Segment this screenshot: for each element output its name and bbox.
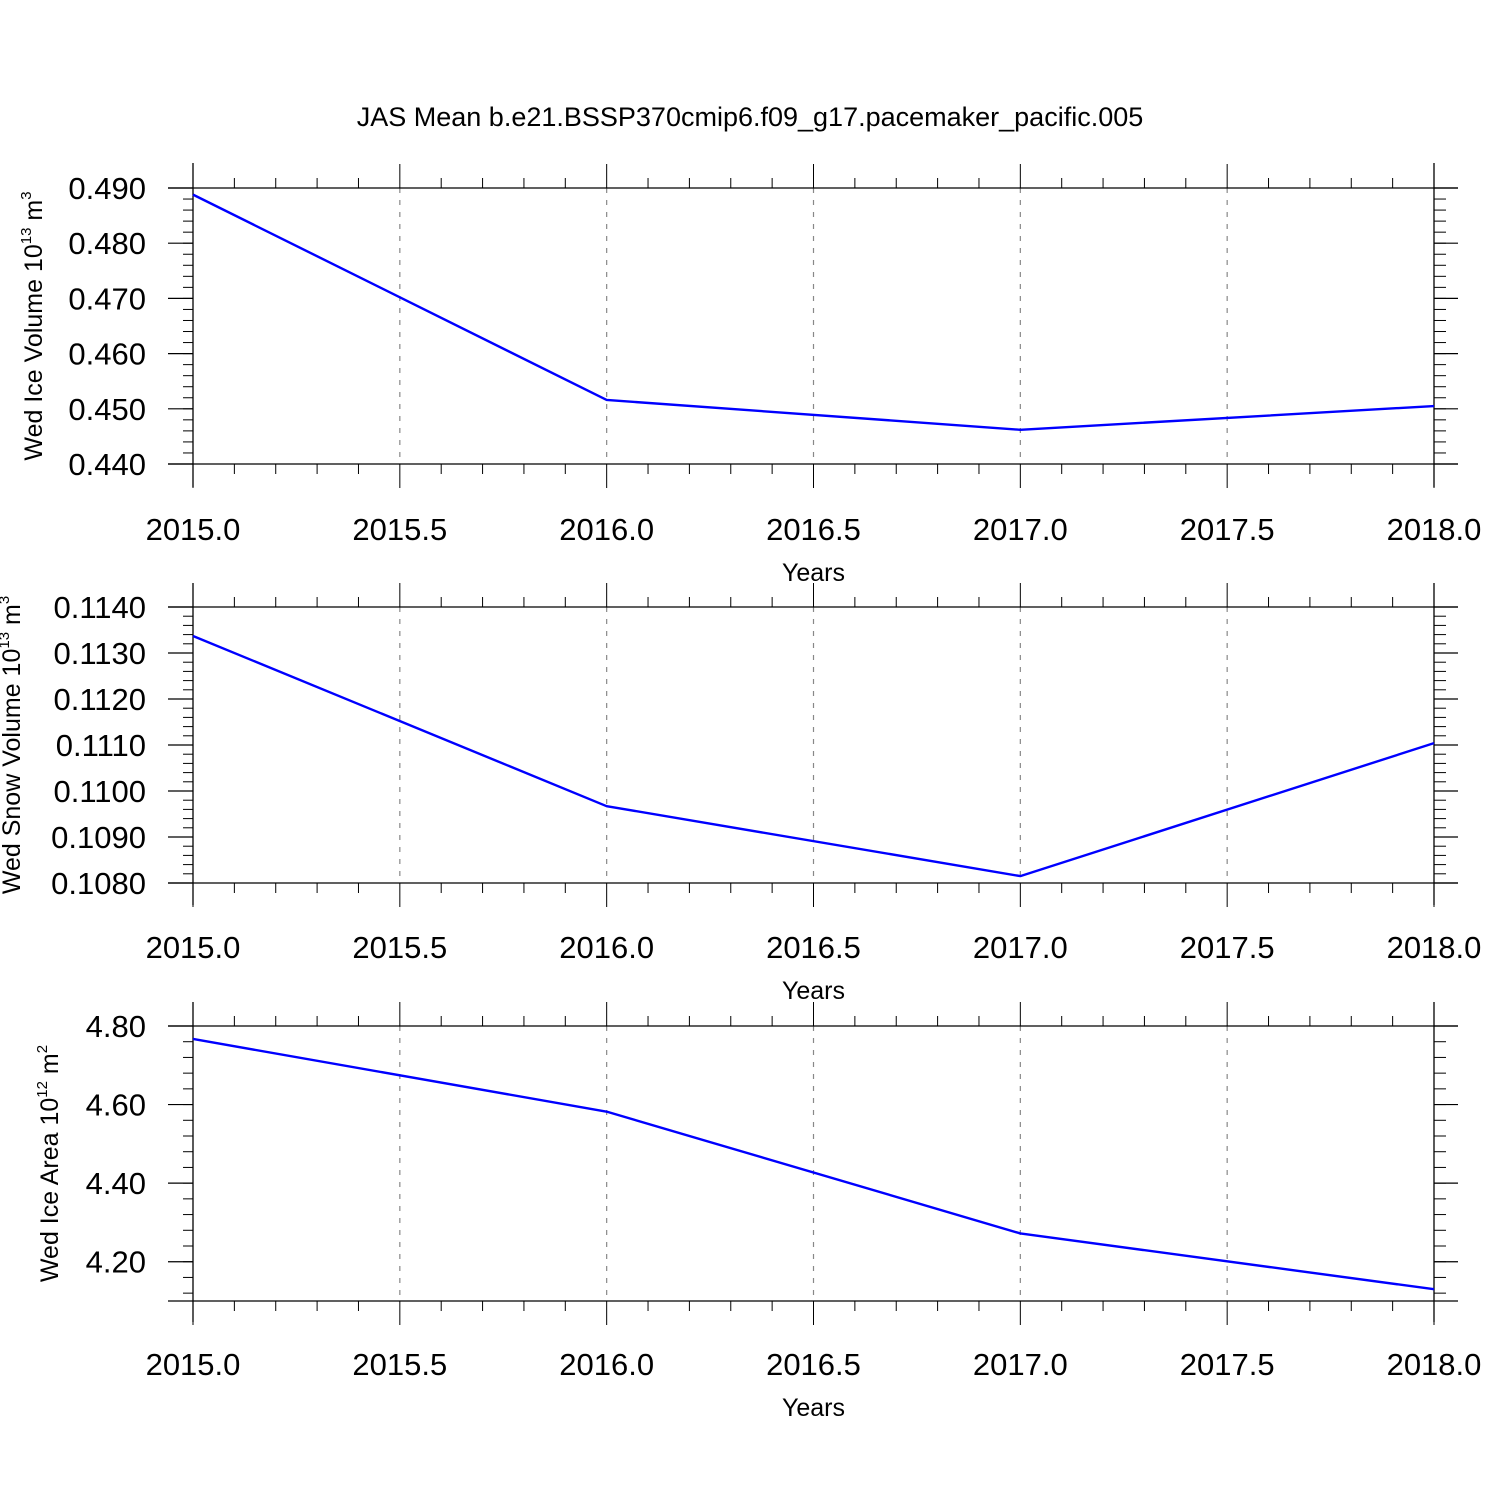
x-axis-label: Years: [782, 977, 845, 1005]
x-tick-label: 2016.5: [766, 930, 861, 965]
x-tick-label: 2016.0: [559, 512, 654, 547]
x-tick-label: 2017.0: [973, 512, 1068, 547]
x-tick-label: 2017.0: [973, 930, 1068, 965]
panels: 0.440 0.450 0.460 0.470 0.480 0.490 2015.0 2015…: [0, 163, 1481, 1422]
y-axis-label-exponent: 12: [34, 1081, 51, 1098]
y-axis-label-unit: m: [0, 604, 26, 632]
y-tick-label: 0.1120: [53, 682, 146, 717]
x-tick-label: 2015.5: [352, 1347, 447, 1382]
chart-panel-3: 4.20 4.40 4.60 4.80 2015.0 2015.5 2016.0 2016.5…: [34, 1002, 1481, 1422]
chart-panel-1: 0.440 0.450 0.460 0.470 0.480 0.490 2015.0 2015…: [18, 163, 1481, 587]
y-tick-label: 0.470: [68, 281, 146, 316]
y-tick-label: 0.460: [68, 337, 146, 372]
y-axis-label-unit: m: [20, 200, 48, 228]
chart-title: JAS Mean b.e21.BSSP370cmip6.f09_g17.pace…: [357, 102, 1144, 132]
y-axis-label: Wed Ice Volume 1013 m3: [18, 191, 48, 460]
y-tick-label: 0.1100: [53, 774, 146, 809]
y-axis-label-main: Wed Ice Area 10: [36, 1098, 64, 1282]
y-axis-label: Wed Snow Volume 1013 m3: [0, 596, 26, 894]
chart-panel-2: 0.1080 0.1090 0.1100 0.1110 0.1120 0.1130 0.11…: [0, 583, 1481, 1005]
y-tick-label: 0.450: [68, 392, 146, 427]
x-tick-label: 2016.5: [766, 1347, 861, 1382]
y-tick-label: 0.480: [68, 226, 146, 261]
series-line: [192, 193, 1435, 431]
x-tick-label: 2017.5: [1180, 512, 1275, 547]
y-tick-label: 0.1110: [56, 728, 146, 763]
x-tick-label: 2018.0: [1387, 512, 1482, 547]
y-axis-label-exponent: 13: [0, 632, 13, 649]
x-tick-label: 2017.0: [973, 1347, 1068, 1382]
y-axis-label-unit: m: [36, 1053, 64, 1081]
y-tick-label: 4.60: [86, 1088, 146, 1123]
y-axis-label-unit-exponent: 3: [0, 596, 13, 604]
y-axis-label-unit-exponent: 3: [18, 191, 35, 199]
x-tick-label: 2015.5: [352, 930, 447, 965]
x-axis-label: Years: [782, 559, 845, 587]
series-line: [192, 1037, 1435, 1291]
x-tick-label: 2016.5: [766, 512, 861, 547]
y-tick-label: 0.1130: [53, 636, 146, 671]
x-tick-label: 2018.0: [1387, 1347, 1482, 1382]
y-tick-label: 0.1140: [53, 590, 146, 625]
x-tick-label: 2017.5: [1180, 930, 1275, 965]
x-tick-label: 2015.0: [146, 512, 241, 547]
y-axis-label-exponent: 13: [18, 228, 35, 245]
y-tick-label: 0.490: [68, 171, 146, 206]
x-tick-label: 2016.0: [559, 930, 654, 965]
y-axis-label-unit-exponent: 2: [34, 1045, 51, 1053]
x-tick-label: 2015.0: [146, 1347, 241, 1382]
x-tick-label: 2015.5: [352, 512, 447, 547]
y-axis-label-main: Wed Ice Volume 10: [20, 244, 48, 460]
y-tick-label: 0.1090: [51, 820, 146, 855]
x-tick-label: 2016.0: [559, 1347, 654, 1382]
x-tick-label: 2018.0: [1387, 930, 1482, 965]
x-tick-label: 2015.0: [146, 930, 241, 965]
y-tick-label: 4.80: [86, 1009, 146, 1044]
y-tick-label: 4.40: [86, 1166, 146, 1201]
y-axis-label-main: Wed Snow Volume 10: [0, 649, 26, 895]
y-tick-label: 0.1080: [51, 866, 146, 901]
y-axis-label: Wed Ice Area 1012 m2: [34, 1045, 64, 1282]
x-axis-label: Years: [782, 1394, 845, 1422]
series-line: [192, 634, 1435, 878]
x-tick-label: 2017.5: [1180, 1347, 1275, 1382]
y-tick-label: 0.440: [68, 447, 146, 482]
y-tick-label: 4.20: [86, 1245, 146, 1280]
